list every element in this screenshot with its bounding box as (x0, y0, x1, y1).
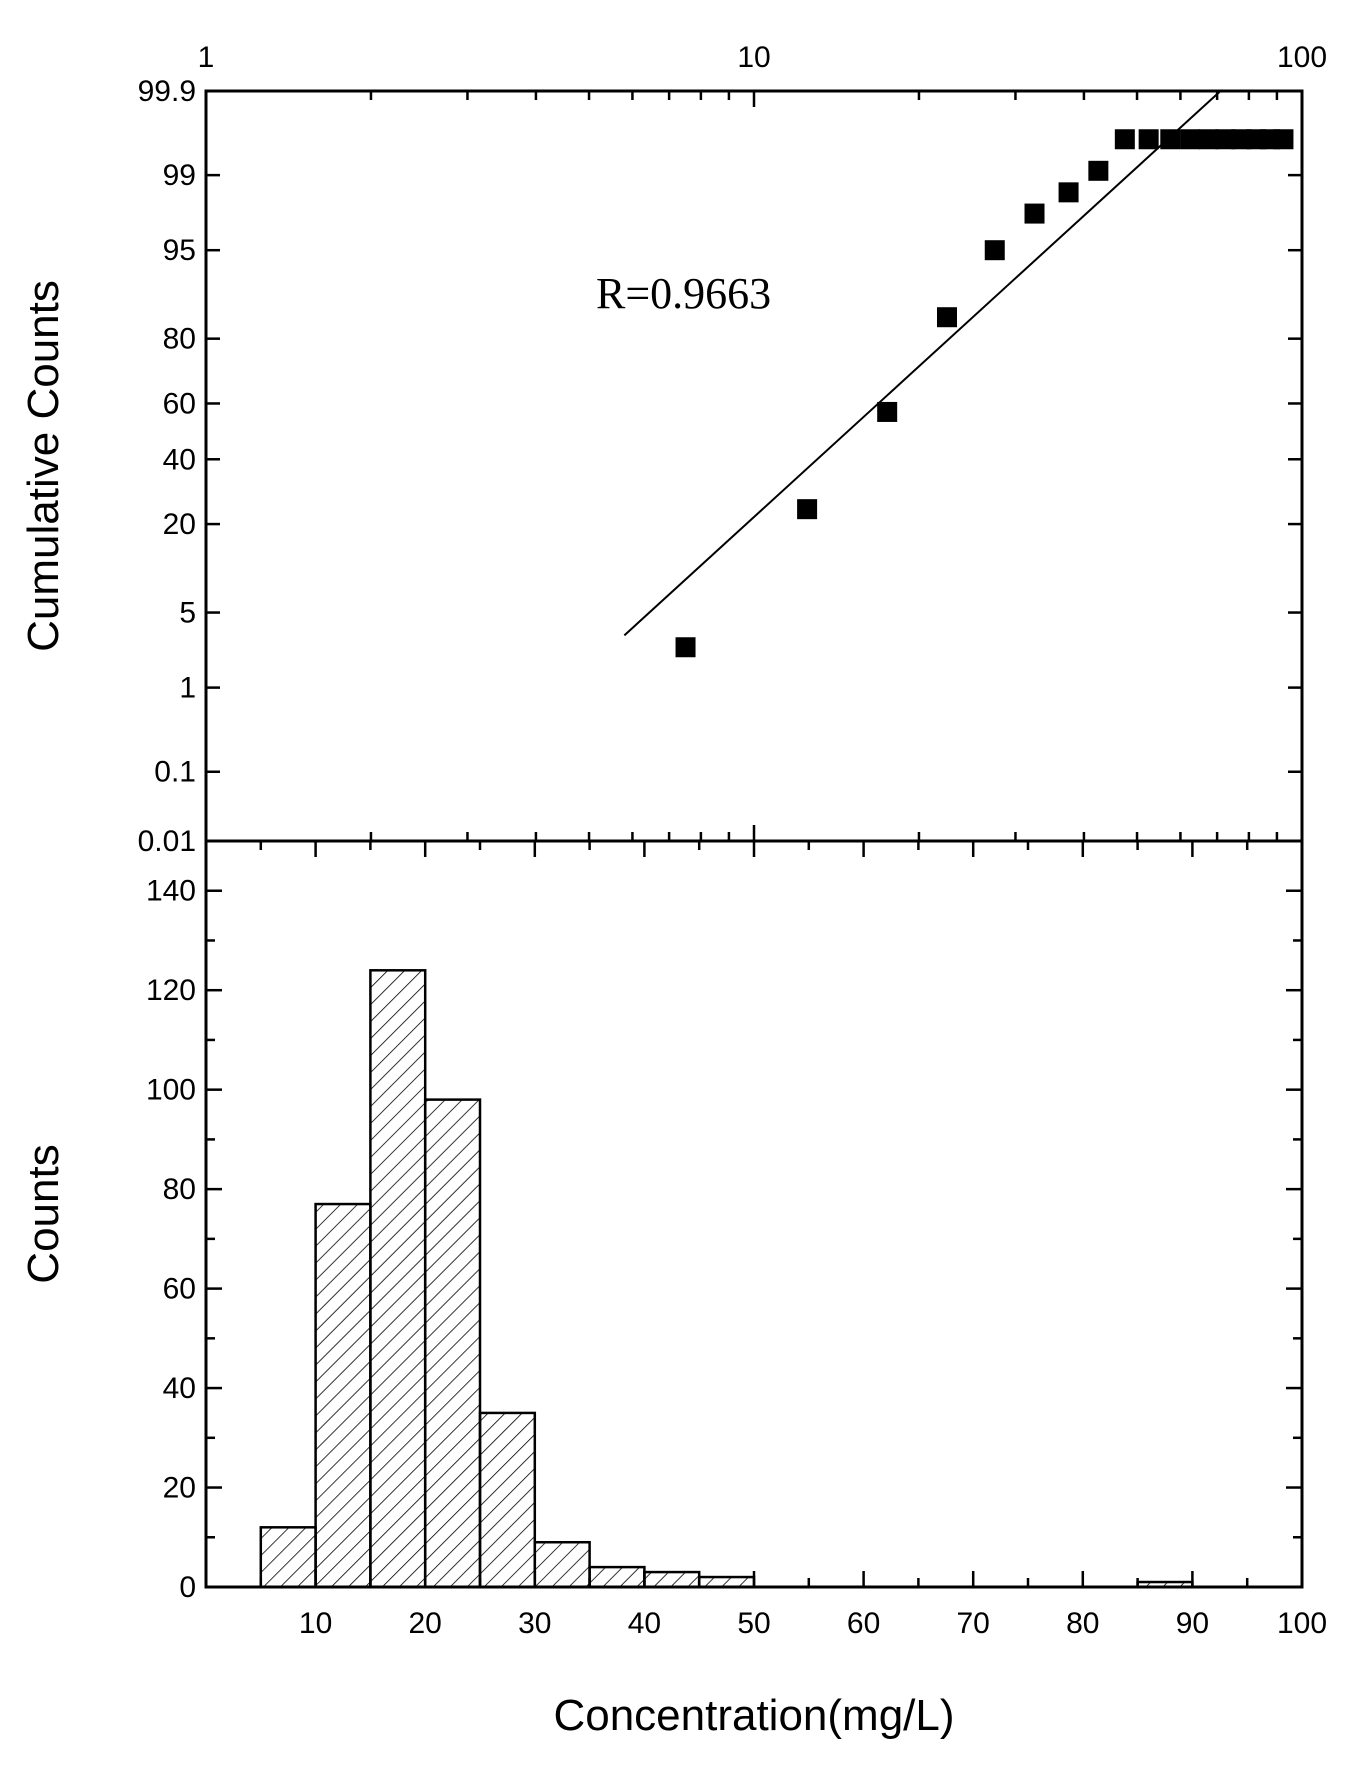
bottom-y-axis-title: Counts (19, 1144, 68, 1283)
histogram-bar-3 (369, 969, 427, 1589)
cumulative-point-12 (1180, 129, 1201, 150)
bottom-x-tick-label: 40 (628, 1607, 661, 1640)
top-x-tick-label: 1 (198, 41, 215, 74)
bottom-y-tick-label: 80 (163, 1173, 196, 1206)
bottom-x-tick-label: 60 (847, 1607, 880, 1640)
top-y-tick-label: 20 (163, 508, 196, 541)
bottom-x-tick-label: 100 (1277, 1607, 1327, 1640)
bottom-y-tick-label: 140 (146, 875, 196, 908)
bottom-y-tick-label: 20 (163, 1472, 196, 1505)
bottom-x-tick-label: 20 (409, 1607, 442, 1640)
top-x-tick-label: 100 (1277, 41, 1327, 74)
cumulative-point-7 (1058, 182, 1079, 203)
bottom-y-tick-label: 120 (146, 974, 196, 1007)
histogram-bar-6 (533, 1540, 591, 1589)
bottom-x-tick-label: 10 (299, 1607, 332, 1640)
cumulative-point-4 (936, 307, 957, 328)
cumulative-point-9 (1114, 129, 1135, 150)
histogram-bar-4 (423, 1098, 482, 1589)
cumulative-point-3 (877, 401, 898, 422)
fit-line (623, 90, 1222, 637)
x-axis-title: Concentration(mg/L) (553, 1691, 954, 1740)
bottom-y-tick-label: 100 (146, 1074, 196, 1107)
top-y-axis-title: Cumulative Counts (19, 280, 68, 652)
top-y-tick-label: 80 (163, 323, 196, 356)
cumulative-point-11 (1160, 129, 1181, 150)
cumulative-point-8 (1088, 160, 1109, 181)
top-y-tick-label: 99.9 (138, 75, 196, 108)
top-y-tick-label: 95 (163, 234, 196, 267)
cumulative-point-14 (1215, 129, 1236, 150)
histogram-bar-1 (259, 1526, 317, 1589)
correlation-annotation: R=0.9663 (596, 269, 771, 318)
histogram-bar-8 (643, 1570, 701, 1589)
bottom-x-tick-label: 30 (518, 1607, 551, 1640)
cumulative-point-18 (1273, 129, 1294, 150)
bottom-x-tick-label: 80 (1066, 1607, 1099, 1640)
top-x-tick-label: 10 (737, 41, 770, 74)
cumulative-point-2 (797, 499, 818, 520)
cumulative-point-13 (1198, 129, 1219, 150)
top-y-tick-label: 1 (179, 672, 196, 705)
bottom-y-tick-label: 40 (163, 1372, 196, 1405)
bottom-y-tick-label: 0 (179, 1571, 196, 1604)
bottom-x-tick-label: 70 (957, 1607, 990, 1640)
histogram-bar-2 (314, 1202, 372, 1589)
bottom-y-tick-label: 60 (163, 1273, 196, 1306)
top-y-tick-label: 99 (163, 159, 196, 192)
top-y-tick-label: 0.01 (138, 825, 196, 858)
bottom-x-tick-label: 90 (1176, 1607, 1209, 1640)
top-plot-frame (204, 89, 1304, 843)
cumulative-point-5 (984, 240, 1005, 261)
cumulative-point-10 (1138, 129, 1159, 150)
top-y-tick-label: 0.1 (154, 756, 196, 789)
top-y-tick-label: 60 (163, 387, 196, 420)
bottom-x-tick-label: 50 (737, 1607, 770, 1640)
histogram-bar-7 (588, 1565, 646, 1589)
top-y-tick-label: 40 (163, 443, 196, 476)
cumulative-point-6 (1024, 203, 1045, 224)
cumulative-point-1 (675, 637, 696, 658)
histogram-bar-5 (478, 1411, 537, 1589)
top-y-tick-label: 5 (179, 597, 196, 630)
